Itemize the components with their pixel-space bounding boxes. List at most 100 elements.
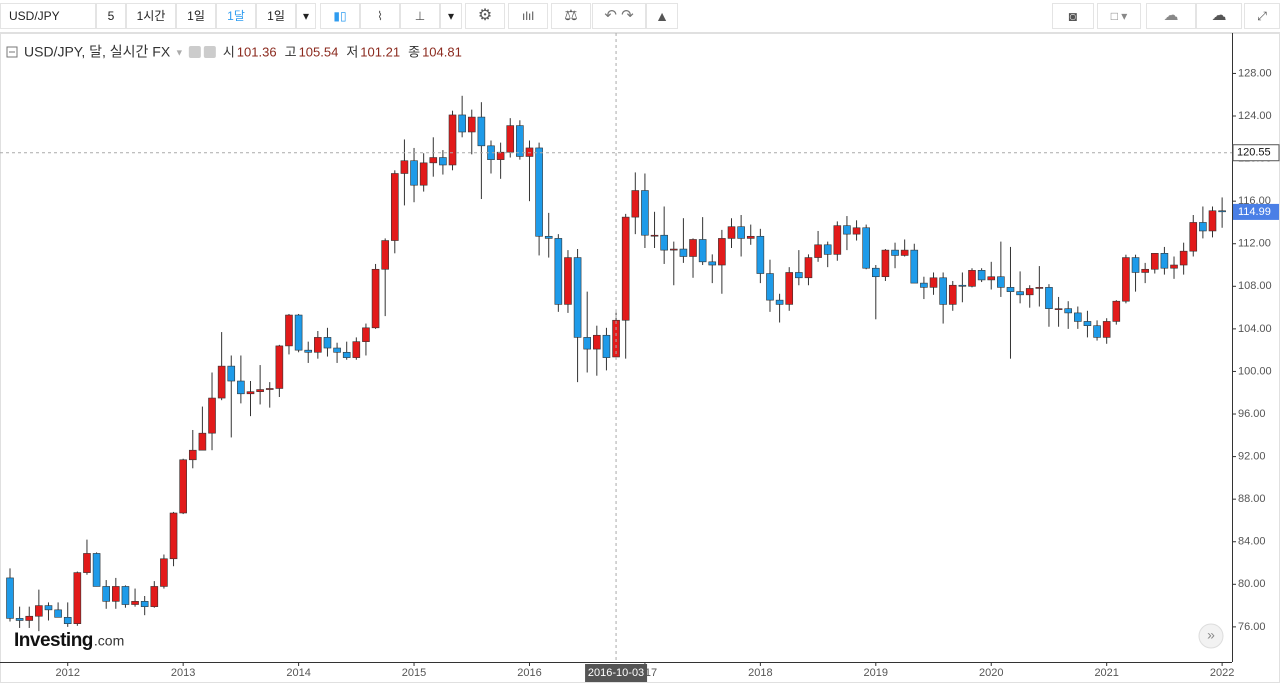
candle-body — [506, 125, 515, 153]
candle-body — [544, 235, 553, 239]
candle-body — [1064, 308, 1072, 314]
symbol-box[interactable]: USD/JPY — [0, 3, 96, 29]
candle-body — [265, 388, 274, 390]
candle-body — [188, 449, 197, 461]
y-tick-label: 80.00 — [1238, 578, 1266, 590]
interval-button[interactable]: 5 — [96, 3, 126, 29]
candle-body — [775, 299, 784, 305]
candle-body — [766, 273, 774, 301]
candle-body — [73, 572, 82, 624]
candle-body — [1112, 300, 1121, 322]
candle-body — [496, 151, 505, 160]
dropdown[interactable]: ▾ — [440, 3, 462, 29]
candle-body — [785, 272, 794, 305]
collapse-icon[interactable] — [6, 46, 18, 58]
candle-icon[interactable]: ▮▯ — [320, 3, 360, 29]
candle-body — [304, 349, 313, 353]
color-box[interactable]: □ ▾ — [1097, 3, 1141, 29]
candle-body — [602, 334, 611, 358]
crosshair-y-label: 120.55 — [1237, 147, 1271, 159]
candle-body — [795, 272, 803, 279]
bar-icon[interactable]: ⊥ — [400, 3, 440, 29]
candle-body — [25, 615, 34, 621]
cloud-down[interactable]: ☁ — [1146, 3, 1196, 29]
chart-frame — [0, 33, 1280, 683]
fullscreen[interactable]: ⤢ — [1244, 3, 1280, 29]
y-tick-label: 128.00 — [1238, 67, 1272, 79]
candle-body — [669, 248, 678, 251]
candle-body — [208, 397, 216, 434]
candle-body — [708, 261, 717, 266]
candle-body — [1131, 257, 1140, 273]
last-price-box — [1233, 203, 1279, 220]
title-dropdown: ▼ — [175, 47, 184, 57]
candle-body — [160, 558, 168, 587]
candle-body — [650, 234, 659, 237]
candle-body — [429, 157, 438, 164]
camera-icon[interactable]: ◙ — [1052, 3, 1094, 29]
alert-icon[interactable]: ▲ — [646, 3, 678, 29]
legend-value: 104.81 — [422, 44, 462, 59]
candle-body — [1083, 321, 1092, 326]
candle-body — [169, 512, 178, 560]
watermark: Investing .com — [14, 630, 124, 651]
candle-body — [1189, 222, 1198, 252]
dropdown[interactable]: ▾ — [296, 3, 316, 29]
cloud-up[interactable]: ☁ — [1196, 3, 1242, 29]
line-icon[interactable]: ⌇ — [360, 3, 400, 29]
candle-body — [410, 160, 418, 186]
candle-body — [1179, 250, 1188, 266]
candle-body — [900, 249, 909, 256]
interval-button[interactable]: 1시간 — [126, 3, 176, 29]
crosshair-x-box — [585, 664, 648, 682]
candle-body — [419, 162, 428, 186]
candle-body — [121, 586, 130, 605]
candle-body — [583, 337, 592, 350]
legend-icon — [188, 46, 201, 58]
candle-body — [660, 234, 668, 251]
candle-body — [477, 116, 486, 147]
candle-body — [1045, 287, 1053, 309]
scroll-icon: » — [1207, 627, 1215, 643]
candle-body — [516, 125, 524, 157]
candle-body — [631, 190, 640, 218]
interval-button[interactable]: 1일 — [176, 3, 216, 29]
candle-body — [400, 160, 409, 174]
y-tick-label: 108.00 — [1238, 280, 1272, 292]
x-tick-label: 2012 — [55, 667, 79, 679]
x-tick-label: 2021 — [1094, 667, 1118, 679]
candle-body — [871, 267, 880, 278]
candle-body — [150, 586, 159, 607]
interval-button[interactable]: 1달 — [216, 3, 256, 29]
candle-body — [458, 114, 466, 133]
candle-body — [83, 553, 91, 573]
candle-body — [439, 157, 447, 166]
legend-value: 101.21 — [360, 44, 400, 59]
crosshair-x-label: 2016-10-03 — [588, 667, 644, 679]
compare-icon[interactable]: ⚖ — [551, 3, 591, 29]
candle-body — [227, 365, 236, 382]
candle-body — [939, 277, 947, 305]
candle-body — [1122, 257, 1130, 302]
candle-body — [371, 268, 380, 329]
candle-body — [285, 314, 293, 347]
settings-icon[interactable]: ⚙ — [465, 3, 505, 29]
candle-body — [718, 238, 726, 266]
candle-body — [843, 225, 851, 235]
ohlc-legend: 시 101.36 고 105.54 저 101.21 종 104.81 — [223, 44, 462, 59]
undo-redo[interactable]: ↶ ↷ — [592, 3, 646, 29]
candle-body — [746, 235, 755, 239]
candle-body — [6, 577, 14, 619]
interval-button[interactable]: 1일 — [256, 3, 296, 29]
candle-body — [833, 225, 842, 255]
scroll-button[interactable] — [1198, 623, 1224, 649]
y-tick-label: 84.00 — [1238, 536, 1266, 548]
last-price-label: 114.99 — [1238, 206, 1271, 218]
candle-body — [881, 249, 890, 278]
candle-body — [275, 345, 284, 389]
indicator-icon[interactable]: ılıl — [508, 3, 548, 29]
candle-body — [352, 341, 361, 358]
candle-body — [237, 380, 245, 395]
legend-value: 105.54 — [299, 44, 339, 59]
